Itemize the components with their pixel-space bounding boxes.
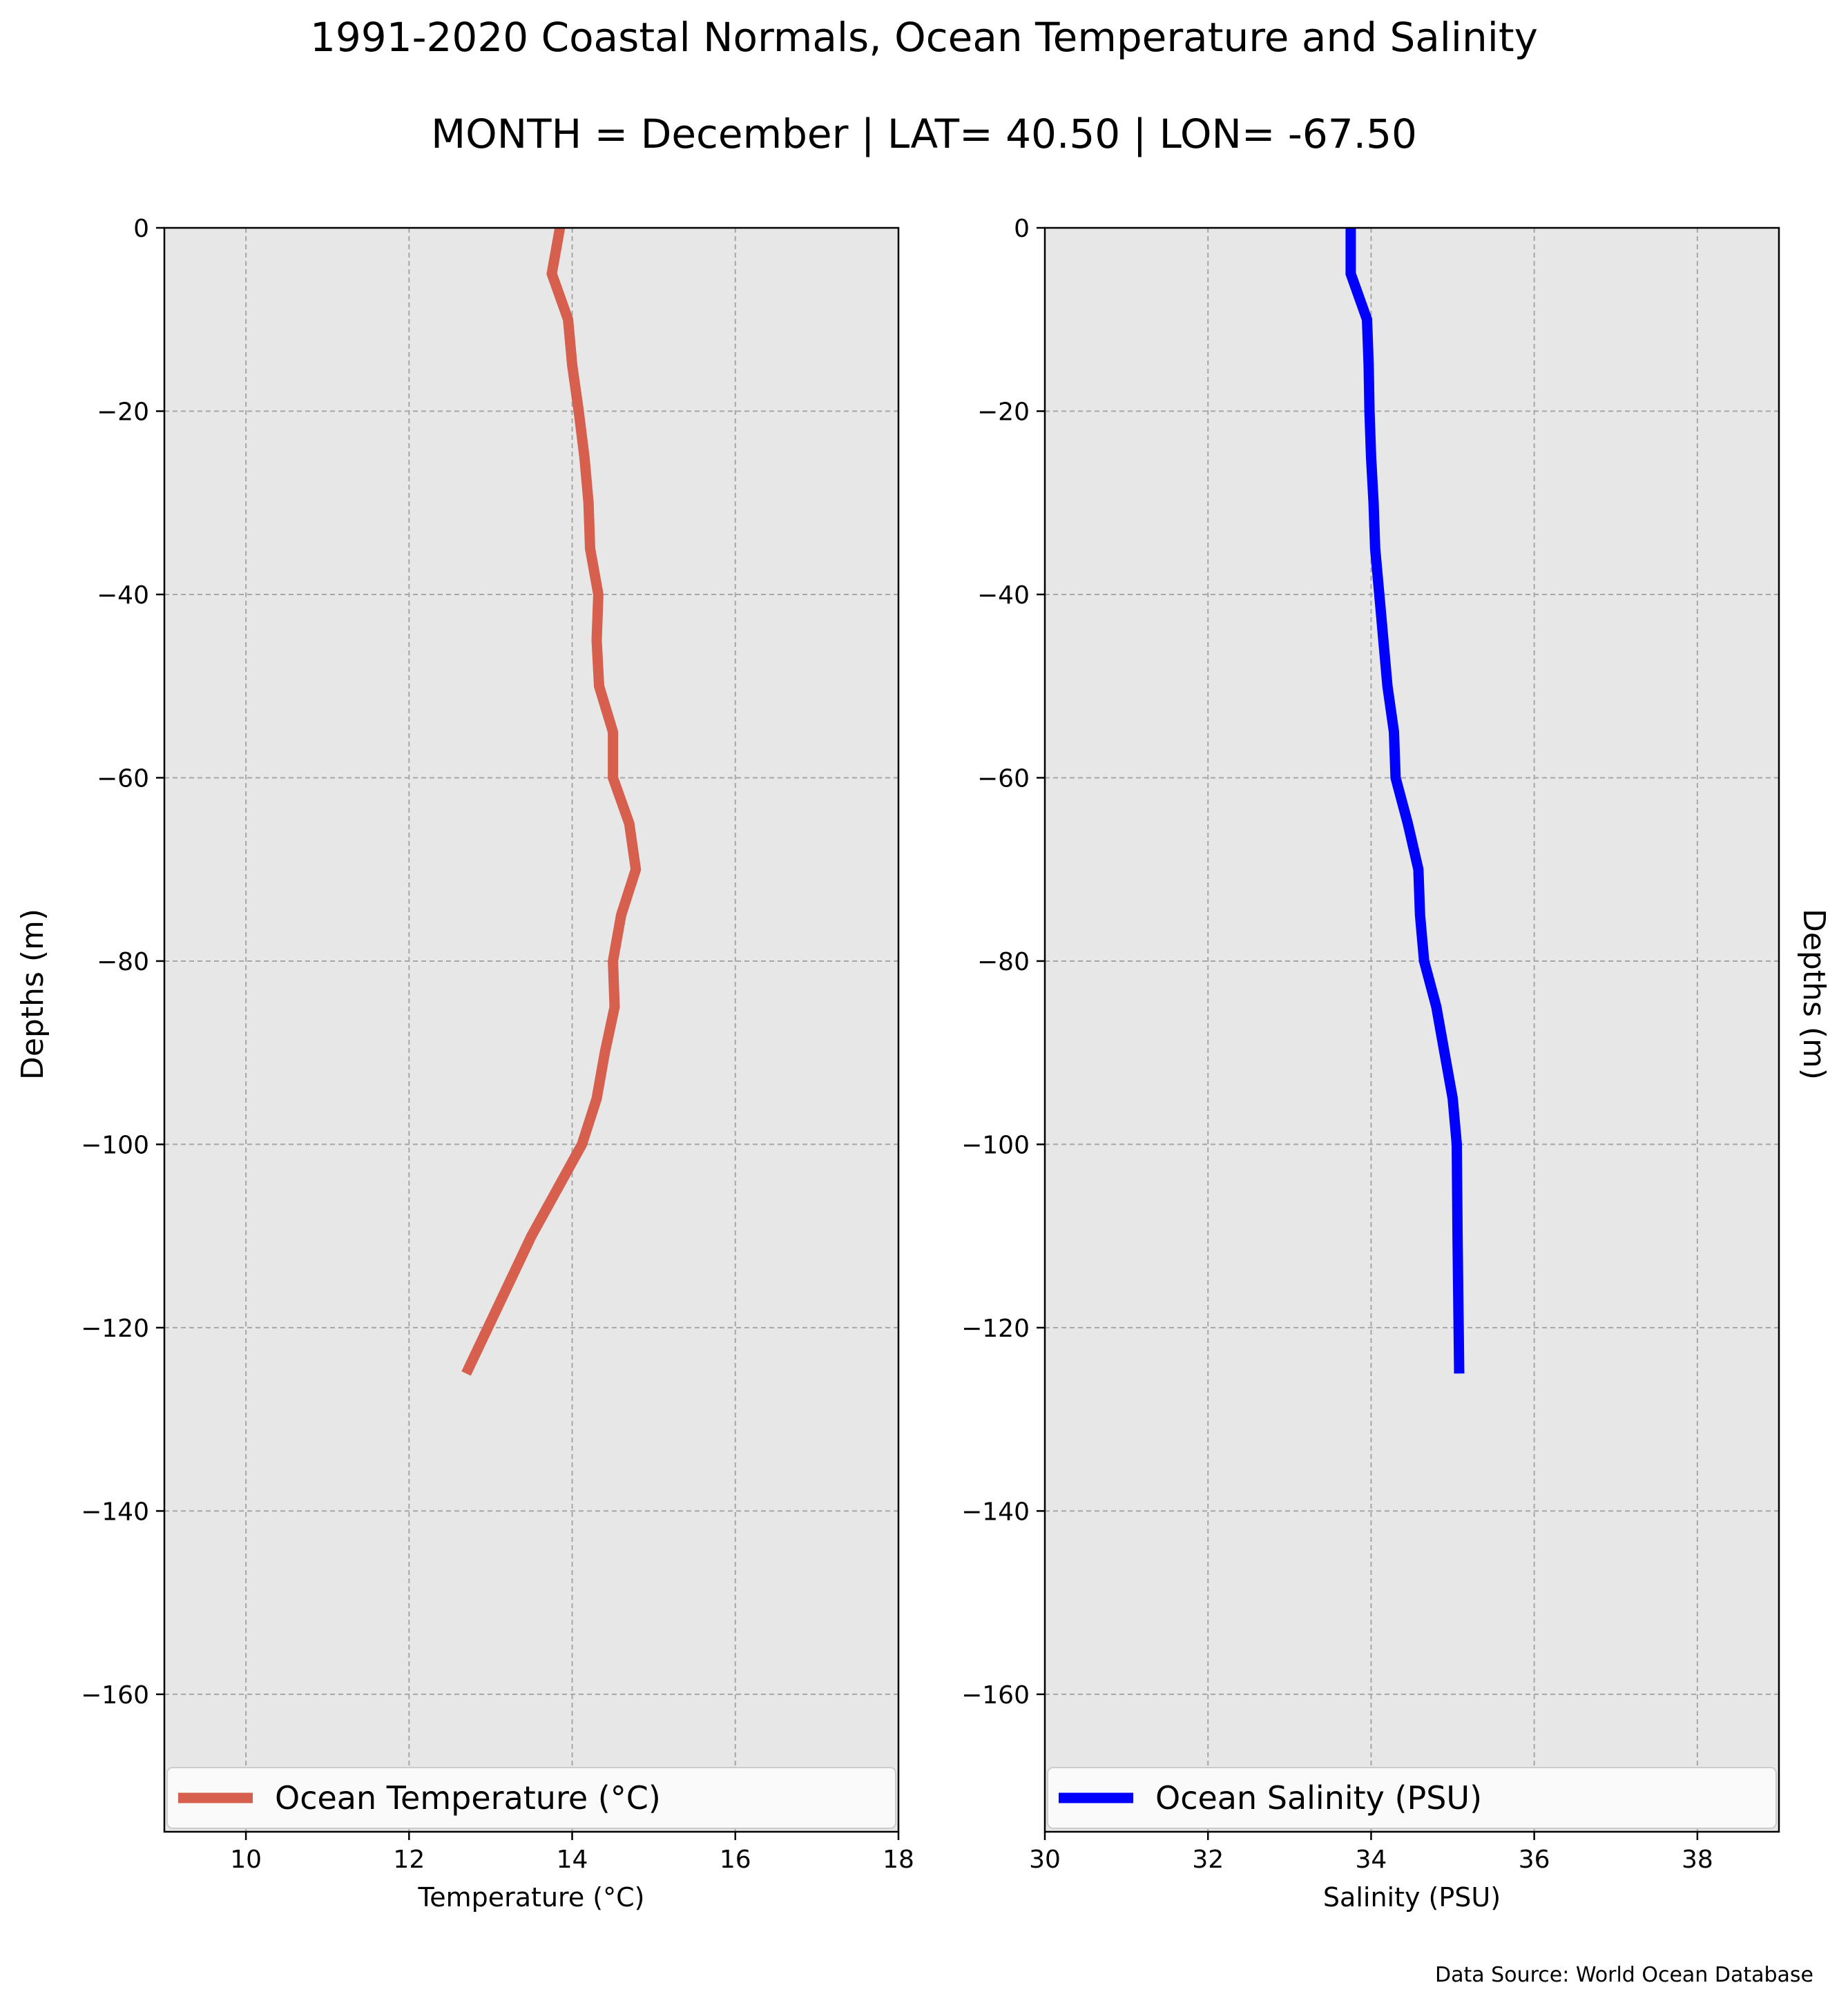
- x-axis-label: Temperature (°C): [418, 1882, 645, 1913]
- y-tick-label: −40: [977, 581, 1030, 610]
- salinity-panel: 0 −20 −40 −60 −80 −100 −120 −140 −160 30 32 34 36 38 S…: [961, 215, 1780, 1913]
- y-tick-label: −100: [81, 1131, 149, 1159]
- y-tick-label: −160: [81, 1681, 149, 1710]
- plot-area: [164, 228, 898, 1832]
- y-tick-label: −140: [81, 1498, 149, 1526]
- y-tick-label: −160: [961, 1681, 1030, 1710]
- y-tick-label: −20: [977, 398, 1030, 426]
- legend: Ocean Temperature (°C): [166, 1767, 896, 1829]
- x-tick-label: 38: [1682, 1846, 1713, 1874]
- legend: Ocean Salinity (PSU): [1047, 1767, 1777, 1829]
- y-tick-label: −100: [961, 1131, 1030, 1159]
- y-tick-label: −20: [97, 398, 149, 426]
- plot-frame: [1043, 226, 1780, 1833]
- chart-subtitle: MONTH = December | LAT= 40.50 | LON= -67…: [431, 110, 1417, 157]
- legend-label: Ocean Temperature (°C): [275, 1779, 661, 1817]
- x-tick-label: 10: [230, 1846, 262, 1874]
- x-tick-label: 12: [393, 1846, 425, 1874]
- x-axis-label: Salinity (PSU): [1323, 1882, 1501, 1913]
- y-tick-label: −80: [97, 948, 149, 976]
- legend-label: Ocean Salinity (PSU): [1155, 1779, 1482, 1817]
- y-tick-label: −120: [81, 1315, 149, 1343]
- x-tick-label: 32: [1192, 1846, 1224, 1874]
- plot-frame: [163, 226, 900, 1833]
- y-tick-label: −120: [961, 1315, 1030, 1343]
- y-tick-label: −80: [977, 948, 1030, 976]
- y-tick-label: −40: [97, 581, 149, 610]
- right-ylabel: Depths (m): [1796, 909, 1831, 1080]
- legend-box: [166, 1767, 896, 1829]
- y-tick-label: 0: [1014, 215, 1030, 243]
- x-tick-label: 34: [1356, 1846, 1387, 1874]
- plot-area: [1045, 228, 1779, 1832]
- left-ylabel: Depths (m): [15, 909, 50, 1080]
- y-tick-label: −60: [977, 764, 1030, 793]
- x-tick-label: 16: [720, 1846, 751, 1874]
- x-tick-label: 18: [883, 1846, 914, 1874]
- temperature-panel: 0 −20 −40 −60 −80 −100 −120 −140 −160 10 12 14 16 18 T…: [81, 215, 914, 1913]
- y-tick-label: 0: [133, 215, 149, 243]
- legend-box: [1047, 1767, 1777, 1829]
- series-line-0: [1345, 228, 1465, 1374]
- chart-title: 1991-2020 Coastal Normals, Ocean Tempera…: [310, 14, 1538, 61]
- y-tick-label: −140: [961, 1498, 1030, 1526]
- x-tick-label: 30: [1029, 1846, 1061, 1874]
- x-tick-label: 36: [1519, 1846, 1550, 1874]
- data-source: Data Source: World Ocean Database: [1435, 1963, 1813, 1987]
- x-tick-label: 14: [557, 1846, 588, 1874]
- series-line-0: [461, 226, 642, 1376]
- y-tick-label: −60: [97, 764, 149, 793]
